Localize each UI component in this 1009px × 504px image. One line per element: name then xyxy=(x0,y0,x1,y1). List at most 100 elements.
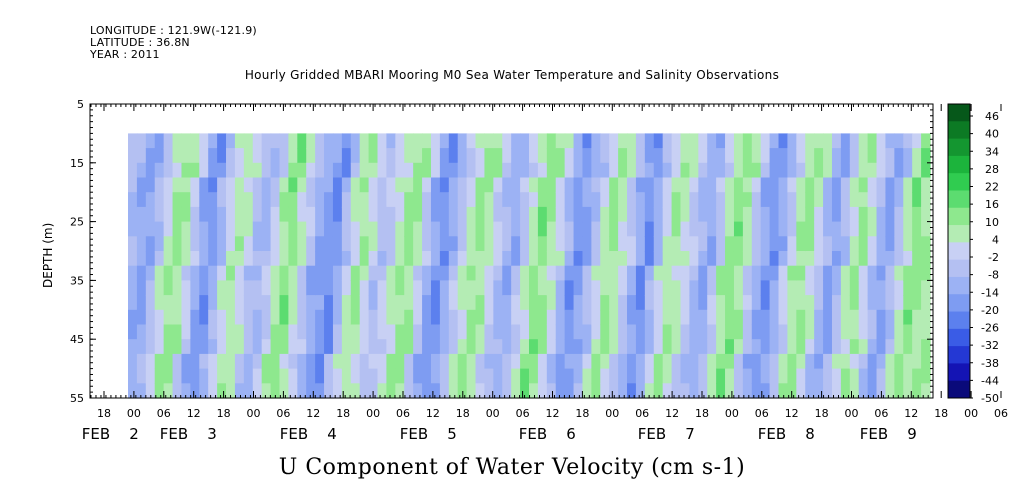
heatmap-cell xyxy=(537,265,548,281)
heatmap-cell xyxy=(377,265,388,281)
heatmap-cell xyxy=(733,280,744,296)
heatmap-cell xyxy=(885,339,895,355)
heatmap-cell xyxy=(529,192,539,208)
x-hour-label: 00 xyxy=(845,407,859,420)
heatmap-cell xyxy=(413,309,423,326)
heatmap-cell xyxy=(350,206,361,223)
heatmap-cell xyxy=(858,339,869,355)
heatmap-cell xyxy=(484,265,494,281)
heatmap-cell xyxy=(912,221,922,237)
heatmap-cell xyxy=(128,383,138,399)
heatmap-cell xyxy=(662,251,673,267)
heatmap-cell xyxy=(502,295,512,311)
heatmap-cell xyxy=(733,148,744,164)
heatmap-cell xyxy=(751,265,762,281)
heatmap-cell xyxy=(707,353,717,370)
heatmap-cell xyxy=(413,192,423,208)
heatmap-cell xyxy=(243,339,254,355)
heatmap-cell xyxy=(814,133,824,149)
heatmap-cell xyxy=(324,251,334,267)
heatmap-cell xyxy=(439,177,450,193)
heatmap-cell xyxy=(591,162,601,179)
heatmap-cell xyxy=(430,324,441,340)
heatmap-cell xyxy=(591,133,601,149)
x-hour-label: 06 xyxy=(516,407,530,420)
heatmap-cell xyxy=(395,309,405,326)
heatmap-cell xyxy=(511,383,521,399)
colorbar-label: 46 xyxy=(985,110,999,123)
heatmap-cell xyxy=(635,206,646,223)
heatmap-cell xyxy=(350,339,361,355)
heatmap-cell xyxy=(573,221,584,237)
heatmap-cell xyxy=(778,309,789,326)
heatmap-cell xyxy=(787,133,797,149)
heatmap-cell xyxy=(689,280,699,296)
heatmap-cell xyxy=(814,251,824,267)
heatmap-cell xyxy=(680,368,690,384)
colorbar-label: 10 xyxy=(985,216,999,229)
heatmap-cell xyxy=(377,309,388,326)
heatmap-cell xyxy=(769,353,780,370)
heatmap-cell xyxy=(208,280,218,296)
heatmap-cell xyxy=(448,177,459,193)
heatmap-cell xyxy=(128,192,138,208)
heatmap-cell xyxy=(849,221,860,237)
heatmap-cell xyxy=(591,236,601,252)
heatmap-cell xyxy=(769,221,780,237)
heatmap-cell xyxy=(751,133,762,149)
heatmap-cell xyxy=(618,324,628,340)
heatmap-cell xyxy=(145,339,156,355)
heatmap-cell xyxy=(163,162,174,179)
heatmap-cell xyxy=(662,280,673,296)
heatmap-cell xyxy=(395,206,405,223)
heatmap-cell xyxy=(359,295,370,311)
heatmap-cell xyxy=(680,221,690,237)
heatmap-cell xyxy=(172,192,183,208)
heatmap-cell xyxy=(600,295,610,311)
heatmap-cell xyxy=(439,339,450,355)
heatmap-cell xyxy=(315,162,325,179)
heatmap-cell xyxy=(297,265,307,281)
heatmap-cell xyxy=(128,133,138,149)
heatmap-cell xyxy=(876,368,887,384)
heatmap-cell xyxy=(546,295,557,311)
heatmap-cell xyxy=(796,206,806,223)
heatmap-cell xyxy=(600,236,610,252)
heatmap-cell xyxy=(671,280,682,296)
heatmap-cell xyxy=(128,221,138,237)
heatmap-cell xyxy=(502,192,512,208)
heatmap-cell xyxy=(261,309,272,326)
heatmap-cell xyxy=(698,148,708,164)
heatmap-cell xyxy=(894,236,904,252)
heatmap-cell xyxy=(689,133,699,149)
heatmap-cell xyxy=(751,148,762,164)
heatmap-cell xyxy=(270,177,281,193)
colorbar-segment xyxy=(948,294,970,313)
heatmap-cell xyxy=(733,251,744,267)
heatmap-cell xyxy=(760,133,771,149)
heatmap-cell xyxy=(627,177,637,193)
heatmap-cell xyxy=(921,265,931,281)
heatmap-cell xyxy=(226,133,236,149)
colorbar-label: -50 xyxy=(981,392,999,405)
heatmap-cell xyxy=(243,162,254,179)
heatmap-cell xyxy=(404,251,414,267)
heatmap-cell xyxy=(145,309,156,326)
heatmap-cell xyxy=(778,251,789,267)
heatmap-cell xyxy=(199,324,209,340)
heatmap-cell xyxy=(413,383,423,399)
heatmap-cell xyxy=(324,177,334,193)
heatmap-cell xyxy=(805,280,815,296)
x-hour-label: 00 xyxy=(725,407,739,420)
heatmap-cell xyxy=(128,324,138,340)
heatmap-cell xyxy=(502,148,512,164)
heatmap-cell xyxy=(867,383,878,399)
heatmap-cell xyxy=(903,324,913,340)
heatmap-cell xyxy=(511,206,521,223)
heatmap-cell xyxy=(600,192,610,208)
heatmap-cell xyxy=(787,383,797,399)
heatmap-cell xyxy=(341,251,352,267)
heatmap-cell xyxy=(921,251,931,267)
heatmap-cell xyxy=(831,162,842,179)
heatmap-cell xyxy=(537,383,548,399)
